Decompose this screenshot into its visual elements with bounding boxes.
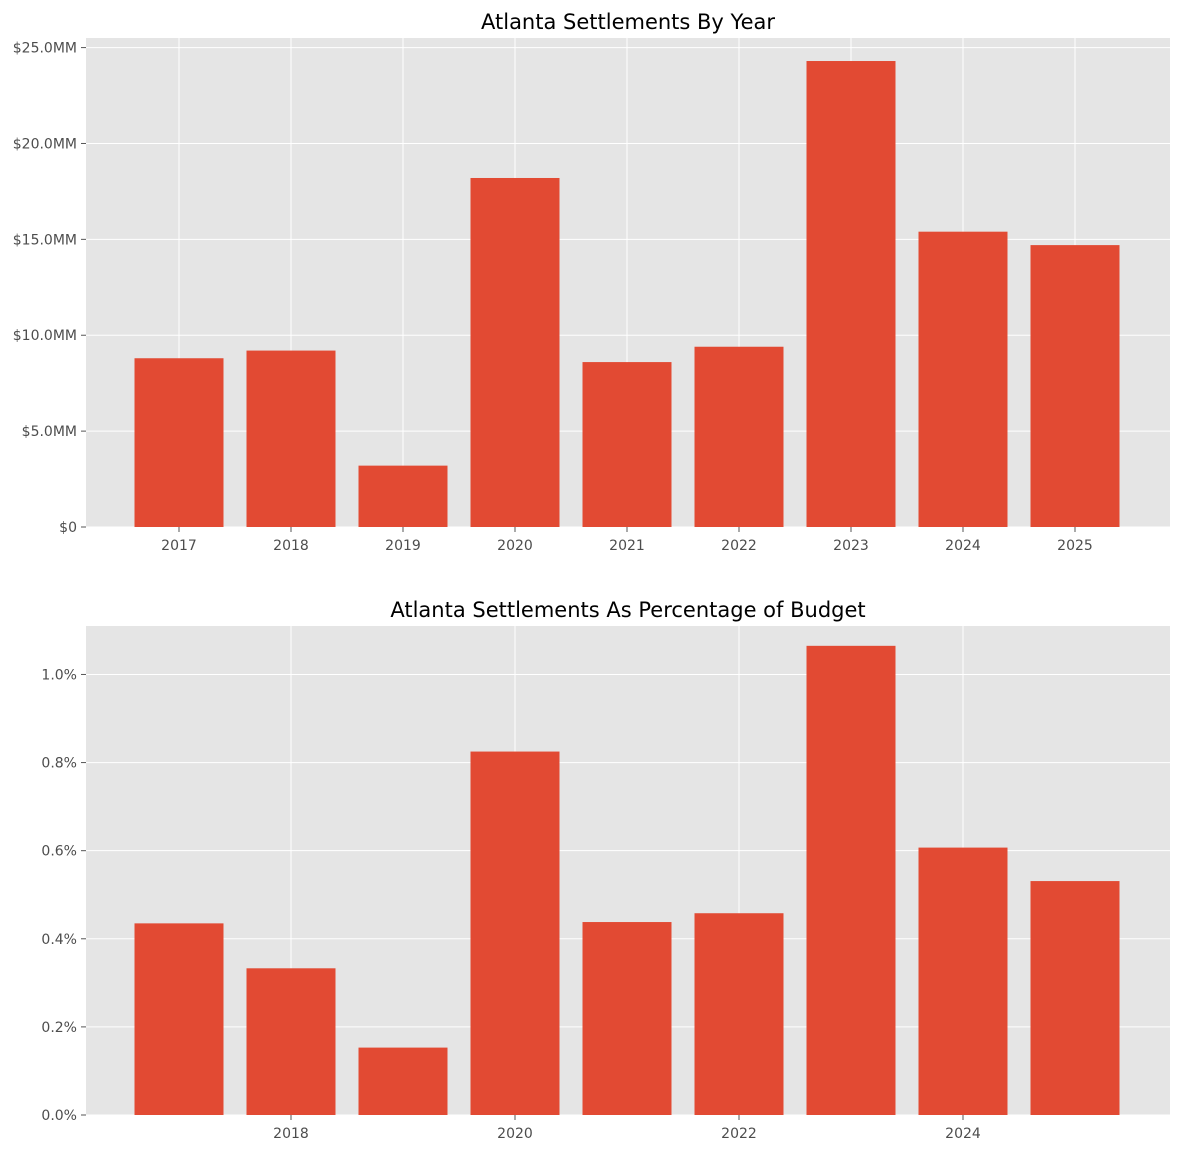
settlements-by-year-bar-2025	[1030, 245, 1120, 527]
settlements-by-year-x-tick-label: 2021	[609, 538, 645, 554]
settlements-pct-budget-y-tick-label: 0.6%	[41, 844, 77, 860]
settlements-by-year-y-tick-label: $20.0MM	[13, 136, 77, 152]
settlements-by-year-bar-2024	[918, 231, 1008, 527]
settlements-pct-budget-x-tick-label: 2018	[273, 1126, 309, 1142]
settlements-by-year-y-tick-label: $5.0MM	[22, 424, 77, 440]
settlements-pct-budget-bar-2018	[246, 968, 336, 1115]
settlements-by-year-x-tick-label: 2025	[1057, 538, 1093, 554]
chart-title-settlements-by-year: Atlanta Settlements By Year	[481, 10, 775, 34]
settlements-by-year-y-tick-label: $10.0MM	[13, 328, 77, 344]
settlements-by-year-bar-2018	[246, 350, 336, 527]
settlements-pct-budget-bar-2024	[918, 847, 1008, 1115]
settlements-pct-budget-bar-2020	[470, 751, 560, 1115]
settlements-pct-budget-bar-2022	[694, 913, 784, 1115]
settlements-pct-budget-bar-2017	[134, 923, 224, 1115]
settlements-pct-budget-x-tick-label: 2024	[945, 1126, 981, 1142]
settlements-by-year-y-tick-label: $0	[59, 520, 77, 536]
settlements-pct-budget-bar-2023	[806, 645, 896, 1115]
bars-settlements-by-year	[134, 61, 1120, 528]
settlements-by-year-bar-2020	[470, 177, 560, 528]
settlements-pct-budget-y-tick-label: 0.0%	[41, 1108, 77, 1124]
settlements-pct-budget-bar-2025	[1030, 881, 1120, 1115]
settlements-pct-budget-x-tick-label: 2020	[497, 1126, 533, 1142]
settlements-by-year-x-tick-label: 2017	[161, 538, 197, 554]
settlements-by-year-chart: $0 $5.0MM $10.0MM $15.0MM $20.0MM $25.0MM 2017…	[13, 10, 1170, 554]
settlements-pct-budget-y-tick-label: 0.4%	[41, 932, 77, 948]
chart-title-settlements-pct-budget: Atlanta Settlements As Percentage of Bud…	[390, 598, 865, 622]
settlements-pct-budget-bar-2021	[582, 922, 672, 1115]
settlements-by-year-bar-2019	[358, 465, 448, 527]
settlements-by-year-x-tick-label: 2023	[833, 538, 869, 554]
settlements-pct-budget-y-tick-label: 0.2%	[41, 1020, 77, 1036]
settlements-by-year-bar-2022	[694, 346, 784, 527]
settlements-by-year-x-tick-label: 2022	[721, 538, 757, 554]
settlements-pct-budget-bar-2019	[358, 1047, 448, 1115]
settlements-by-year-x-tick-label: 2018	[273, 538, 309, 554]
settlements-by-year-x-tick-label: 2020	[497, 538, 533, 554]
settlements-by-year-x-tick-label: 2019	[385, 538, 421, 554]
settlements-pct-budget-x-tick-label: 2022	[721, 1126, 757, 1142]
settlements-by-year-bar-2023	[806, 61, 896, 527]
settlements-pct-budget-y-tick-label: 0.8%	[41, 756, 77, 772]
settlements-by-year-bar-2021	[582, 362, 672, 527]
settlements-by-year-y-tick-label: $25.0MM	[13, 41, 77, 57]
settlements-by-year-bar-2017	[134, 358, 224, 527]
axes-settlements-pct-budget: 0.0% 0.2% 0.4% 0.6% 0.8% 1.0% 2018 2020 2022 2024	[41, 667, 980, 1142]
settlements-by-year-y-tick-label: $15.0MM	[13, 232, 77, 248]
settlements-pct-budget-chart: 0.0% 0.2% 0.4% 0.6% 0.8% 1.0% 2018 2020 2022 2024…	[41, 598, 1170, 1142]
bars-settlements-pct-budget	[134, 645, 1120, 1115]
axes-settlements-by-year: $0 $5.0MM $10.0MM $15.0MM $20.0MM $25.0MM 2017…	[13, 41, 1093, 554]
settlements-pct-budget-y-tick-label: 1.0%	[41, 667, 77, 683]
settlements-by-year-x-tick-label: 2024	[945, 538, 981, 554]
